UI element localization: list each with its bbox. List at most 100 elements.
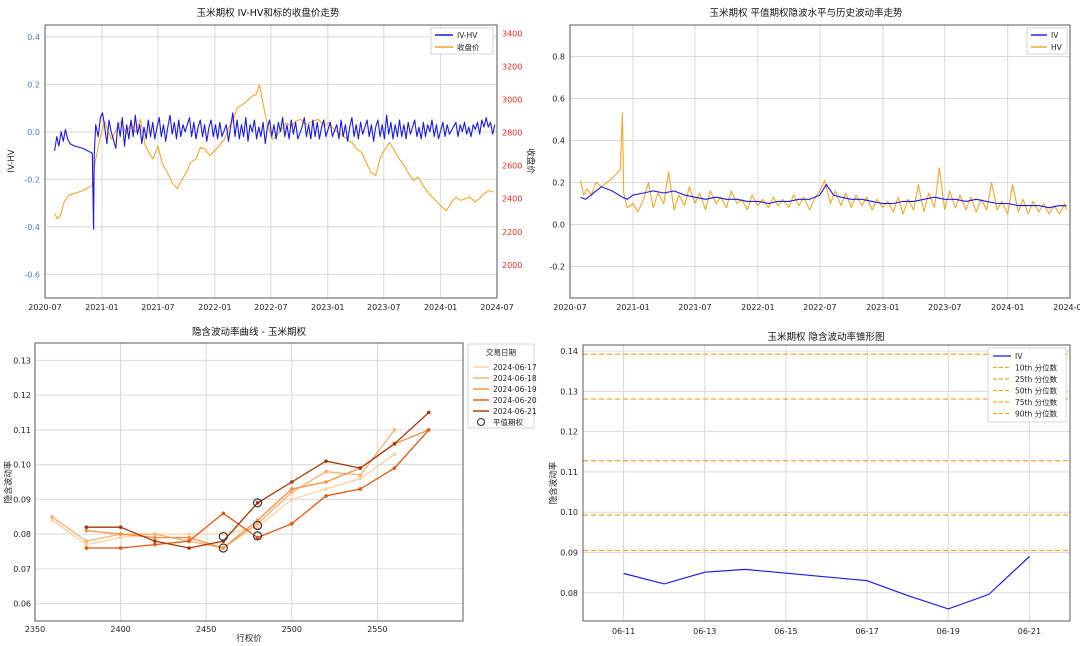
iv-curve-point	[118, 546, 123, 550]
iv-smile-x-tick-label: 2550	[367, 625, 387, 634]
ivhv-y-tick-label: -0.2	[24, 175, 40, 184]
iv-cone-x-ticks: 06-11 06-13 06-15 06-17 06-19 06-21	[612, 627, 1041, 636]
iv-smile-legend-title: 交易日期	[486, 347, 516, 357]
iv-cone-y-tick-label: 0.14	[560, 347, 578, 356]
iv-hv-x-tick-label: 2021-01	[616, 303, 649, 312]
iv-cone-x-tick-label: 06-17	[855, 627, 878, 636]
iv-cone-x-tick-label: 06-11	[612, 627, 635, 636]
iv-curve-point	[187, 532, 191, 536]
iv-curve-point	[118, 532, 123, 536]
iv-curve-point	[153, 535, 157, 540]
iv-curve-point	[324, 469, 328, 474]
atm-marker	[252, 520, 263, 531]
iv-smile-chart-title: 隐含波动率曲线 - 玉米期权	[192, 326, 306, 338]
ivhv-legend: IV-HV 收盘价	[430, 27, 494, 55]
iv-curve-point	[358, 476, 363, 481]
iv-curve-point	[392, 452, 397, 457]
ivhv-x-tick-label: 2023-01	[311, 303, 344, 312]
iv-curve-point	[255, 525, 260, 529]
close-y2-tick-label: 3200	[502, 62, 522, 71]
iv-curve-point	[255, 501, 260, 505]
legend-close-label: 收盘价	[457, 42, 480, 52]
iv-cone-y-axis-label: 隐含波动率	[548, 461, 559, 504]
ivhv-plot-frame	[44, 24, 498, 299]
iv-curve-line	[51, 429, 396, 549]
iv-hv-panel: 玉米期权 平值期权隐波水平与历史波动率走势 2020-07 2021-01 2021…	[549, 7, 1080, 312]
iv-cone-legend-label: 90th 分位数	[1015, 409, 1058, 419]
iv-curve-point	[358, 487, 363, 491]
atm-marker	[218, 531, 228, 542]
iv-cone-legend-label: 10th 分位数	[1015, 363, 1058, 373]
iv-smile-x-tick-label: 2350	[25, 625, 45, 634]
iv-curve-point	[324, 494, 328, 498]
close-price-line	[54, 84, 494, 220]
iv-curve-point	[84, 539, 89, 543]
iv-cone-chart-title: 玉米期权 隐含波动率锥形图	[767, 331, 884, 343]
iv-curve-point	[118, 535, 123, 540]
iv-smile-y-tick-label: 0.12	[13, 391, 31, 400]
iv-curve-point	[324, 487, 328, 491]
iv-curve-point	[187, 535, 191, 540]
iv-smile-panel: 隐含波动率曲线 - 玉米期权 2350 2400 2450 2500 2550 0.06…	[3, 326, 537, 644]
legend-hv-label: HV	[1051, 43, 1063, 52]
close-y2-tick-label: 2600	[502, 162, 522, 171]
iv-curve-point	[358, 466, 363, 470]
ivhv-x-tick-label: 2021-01	[85, 303, 118, 312]
close-y2-tick-label: 2800	[502, 129, 522, 138]
atm-marker	[218, 543, 228, 553]
iv-cone-legend-label: 50th 分位数	[1015, 386, 1058, 396]
iv-smile-y-tick-label: 0.06	[13, 600, 31, 609]
iv-cone-y-tick-label: 0.13	[560, 387, 578, 396]
iv-smile-y-tick-label: 0.11	[13, 426, 31, 435]
iv-hv-x-tick-label: 2022-07	[803, 303, 836, 312]
iv-smile-y-tick-label: 0.07	[13, 565, 31, 574]
ivhv-x-tick-label: 2022-01	[198, 303, 231, 312]
iv-hv-gridlines	[569, 25, 1071, 298]
atm-marker	[252, 498, 263, 508]
iv-curve-point	[290, 480, 294, 484]
ivhv-x-tick-label: 2024-07	[480, 303, 513, 312]
iv-curve-point	[84, 528, 89, 533]
iv-curve-point	[255, 535, 260, 540]
iv-smile-x-axis-label: 行权价	[236, 633, 262, 644]
iv-smile-legend-box	[467, 343, 535, 429]
ivhv-y-ticks: -0.6 -0.4 -0.2 0.0 0.2 0.4	[24, 33, 40, 279]
iv-hv-y-tick-label: 0.0	[552, 221, 565, 230]
iv-curve-point	[118, 525, 123, 529]
iv-cone-legend-label: 25th 分位数	[1015, 374, 1058, 384]
iv-cone-plot-frame	[582, 344, 1071, 622]
iv-hv-y-tick-label: 0.2	[552, 179, 565, 188]
iv-curve-point	[187, 539, 191, 543]
iv-cone-series	[583, 353, 1070, 610]
legend-iv-label: IV	[1051, 31, 1059, 40]
iv-curve-point	[426, 428, 431, 432]
atm-marker	[252, 531, 263, 541]
iv-curve-point	[187, 546, 191, 550]
iv-cone-panel: 玉米期权 隐含波动率锥形图 06-11 06-13 06-15 06-17 06-19 0…	[548, 331, 1071, 636]
iv-smile-legend-label: 2024-06-17	[493, 363, 537, 372]
close-y2-tick-label: 2200	[502, 228, 522, 237]
iv-curve-point	[392, 428, 397, 432]
iv-hv-x-tick-label: 2022-01	[741, 303, 774, 312]
iv-smile-x-tick-label: 2400	[110, 625, 130, 634]
iv-curve-point	[324, 480, 328, 484]
iv-cone-y-tick-label: 0.12	[560, 428, 578, 437]
iv-curve-point	[221, 511, 226, 516]
iv-smile-series	[50, 410, 431, 553]
iv-hv-y-ticks: -0.2 0.0 0.2 0.4 0.6 0.8	[549, 53, 565, 272]
iv-cone-line	[623, 556, 1030, 610]
iv-cone-x-tick-label: 06-19	[937, 627, 960, 636]
iv-cone-y-tick-label: 0.09	[560, 549, 578, 558]
iv-smile-legend-label: 2024-06-20	[493, 396, 537, 405]
iv-cone-x-tick-label: 06-13	[693, 627, 716, 636]
iv-smile-legend-label: 2024-06-19	[493, 385, 537, 394]
iv-curve-point	[84, 542, 89, 547]
iv-cone-legend-label: 75th 分位数	[1015, 397, 1058, 407]
iv-hv-x-tick-label: 2023-07	[928, 303, 961, 312]
iv-hv-legend: IV HV	[1026, 27, 1068, 55]
iv-smile-y-ticks: 0.06 0.07 0.08 0.09 0.10 0.11 0.12 0.13	[13, 356, 31, 608]
iv-curve-point	[153, 539, 157, 543]
ivhv-gridlines	[44, 25, 498, 298]
